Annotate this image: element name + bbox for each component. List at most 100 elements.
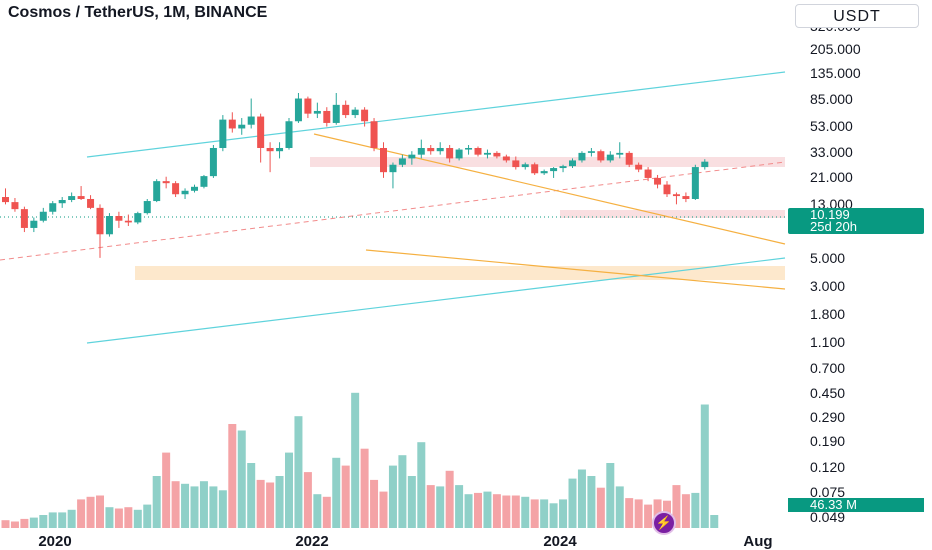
- price-axis-label: 0.700: [810, 360, 845, 376]
- volume-bar: [379, 491, 388, 528]
- support-zone: [135, 266, 785, 280]
- time-axis-label: 2022: [295, 533, 328, 550]
- volume-bar: [681, 494, 690, 528]
- candle-body: [257, 116, 265, 148]
- volume-bar: [540, 499, 549, 528]
- volume-value-badge: 46.33 M: [788, 498, 924, 512]
- volume-bar: [190, 486, 199, 528]
- candle-body: [58, 200, 66, 204]
- candle-body: [398, 158, 406, 165]
- candle-body: [691, 167, 699, 199]
- volume-bar: [20, 518, 29, 528]
- volume-bar: [48, 512, 57, 528]
- candle-body: [672, 194, 680, 197]
- candle-body: [219, 119, 227, 148]
- candle-body: [124, 220, 132, 223]
- candle-body: [361, 109, 369, 122]
- volume-bar: [615, 486, 624, 528]
- volume-bar: [511, 495, 520, 528]
- volume-bar: [67, 509, 76, 528]
- volume-bar: [143, 504, 152, 528]
- volume-bar: [86, 496, 95, 528]
- candle-body: [427, 147, 435, 152]
- candle-body: [597, 151, 605, 161]
- price-axis-label: 21.000: [810, 169, 853, 185]
- volume-bar: [237, 430, 246, 528]
- channel-lower-line: [86, 257, 786, 344]
- candle-body: [228, 119, 236, 129]
- volume-bar: [672, 485, 681, 528]
- time-axis-label: 2020: [38, 533, 71, 550]
- candle-body: [247, 116, 255, 125]
- price-axis-label: 205.000: [810, 41, 861, 57]
- candle-body: [559, 166, 567, 169]
- volume-bar: [332, 457, 341, 528]
- volume-bar: [577, 469, 586, 528]
- candle-body: [493, 152, 501, 157]
- volume-bar: [294, 416, 303, 528]
- volume-bar: [29, 517, 38, 528]
- volume-bar: [559, 499, 568, 528]
- volume-bar: [77, 499, 86, 528]
- volume-bar: [644, 504, 653, 528]
- time-axis-label: 2024: [543, 533, 577, 550]
- candle-body: [68, 196, 76, 201]
- volume-bar: [303, 472, 312, 528]
- volume-bar: [152, 476, 161, 528]
- candle-body: [39, 211, 47, 221]
- price-axis-label: 0.190: [810, 433, 845, 449]
- candle-body: [96, 207, 104, 235]
- volume-bar: [426, 485, 435, 528]
- candle-body: [380, 147, 387, 173]
- volume-bar: [492, 494, 501, 528]
- candle-body: [502, 156, 510, 161]
- volume-bar: [568, 478, 577, 528]
- candle-body: [2, 197, 9, 203]
- volume-bar: [549, 503, 558, 528]
- candle-body: [625, 152, 633, 165]
- volume-bar: [256, 479, 265, 528]
- candle-body: [304, 98, 312, 114]
- candle-body: [11, 202, 19, 210]
- volume-bar: [209, 486, 218, 528]
- volume-bar: [341, 465, 350, 528]
- price-axis-label: 0.075: [810, 484, 845, 500]
- volume-bar: [360, 448, 369, 528]
- candle-body: [417, 147, 425, 155]
- volume-bar: [634, 499, 643, 528]
- price-axis-label: 0.049: [810, 509, 845, 525]
- candle-body: [606, 154, 614, 161]
- price-axis-label: 1.800: [810, 306, 845, 322]
- volume-bar: [445, 470, 454, 528]
- candle-body: [105, 216, 113, 235]
- price-axis-label: 53.000: [810, 118, 853, 134]
- time-axis-label: Aug: [743, 533, 772, 550]
- price-axis-label: 135.000: [810, 65, 861, 81]
- candle-body: [209, 147, 217, 177]
- candle-body: [323, 110, 331, 123]
- volume-bar: [464, 494, 473, 528]
- volume-bar: [370, 479, 379, 528]
- volume-bar: [710, 515, 719, 528]
- volume-bar: [228, 424, 237, 528]
- volume-bar: [218, 490, 227, 528]
- candle-body: [550, 168, 558, 172]
- candle-body: [540, 171, 548, 174]
- candle-body: [483, 152, 491, 155]
- candle-body: [238, 124, 246, 129]
- candle-body: [663, 184, 671, 195]
- flash-icon[interactable]: ⚡: [652, 511, 676, 535]
- volume-bar: [700, 404, 709, 528]
- candle-body: [446, 147, 454, 159]
- candle-body: [436, 147, 444, 152]
- resistance-zone-upper: [560, 210, 785, 218]
- candle-body: [512, 160, 520, 168]
- wedge-lower-line: [365, 249, 786, 290]
- volume-bar: [199, 481, 208, 528]
- volume-bar: [133, 509, 142, 528]
- candle-body: [531, 164, 539, 174]
- candle-body: [569, 160, 576, 167]
- volume-bar: [502, 495, 511, 528]
- currency-selector-button[interactable]: USDT: [795, 4, 919, 28]
